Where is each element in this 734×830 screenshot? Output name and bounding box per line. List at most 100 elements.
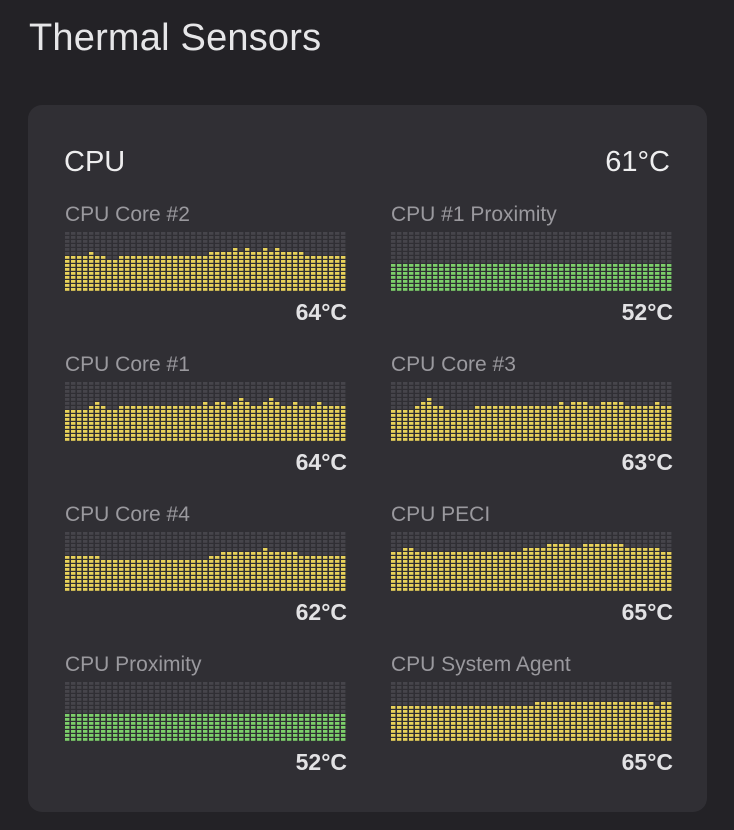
graph-cell-filled: [667, 568, 672, 571]
graph-cell-empty: [251, 540, 256, 543]
graph-cell-empty: [77, 544, 82, 547]
graph-cell-filled: [167, 276, 172, 279]
graph-cell-empty: [137, 682, 142, 685]
graph-cell-filled: [559, 580, 564, 583]
graph-cell-filled: [143, 284, 148, 287]
graph-cell-filled: [335, 288, 340, 291]
graph-cell-filled: [655, 280, 660, 283]
graph-column: [269, 532, 274, 591]
graph-cell-empty: [317, 240, 322, 243]
graph-cell-empty: [89, 710, 94, 713]
graph-column: [547, 532, 552, 591]
graph-cell-filled: [305, 560, 310, 563]
graph-cell-empty: [281, 544, 286, 547]
graph-cell-filled: [113, 580, 118, 583]
graph-cell-filled: [595, 584, 600, 587]
graph-cell-filled: [119, 430, 124, 433]
graph-cell-empty: [415, 386, 420, 389]
graph-cell-filled: [553, 430, 558, 433]
graph-cell-filled: [511, 572, 516, 575]
graph-cell-empty: [463, 382, 468, 385]
graph-cell-empty: [203, 240, 208, 243]
graph-cell-empty: [173, 398, 178, 401]
graph-cell-filled: [655, 426, 660, 429]
graph-cell-filled: [191, 288, 196, 291]
graph-cell-empty: [143, 232, 148, 235]
graph-cell-empty: [433, 402, 438, 405]
graph-cell-filled: [113, 718, 118, 721]
graph-cell-empty: [161, 698, 166, 701]
graph-cell-filled: [427, 410, 432, 413]
graph-cell-filled: [553, 284, 558, 287]
graph-cell-empty: [101, 694, 106, 697]
graph-cell-empty: [89, 698, 94, 701]
graph-cell-filled: [125, 410, 130, 413]
sensor-name: CPU Core #3: [391, 353, 516, 376]
graph-cell-empty: [649, 236, 654, 239]
graph-cell-filled: [263, 276, 268, 279]
graph-column: [415, 232, 420, 291]
graph-cell-empty: [179, 548, 184, 551]
graph-cell-filled: [553, 272, 558, 275]
graph-cell-filled: [625, 276, 630, 279]
graph-cell-filled: [101, 276, 106, 279]
graph-cell-filled: [233, 564, 238, 567]
graph-cell-empty: [577, 386, 582, 389]
graph-cell-filled: [547, 560, 552, 563]
graph-cell-filled: [511, 584, 516, 587]
graph-cell-empty: [221, 532, 226, 535]
graph-cell-empty: [391, 394, 396, 397]
graph-cell-empty: [173, 532, 178, 535]
graph-cell-empty: [535, 232, 540, 235]
graph-cell-filled: [661, 418, 666, 421]
graph-cell-empty: [341, 532, 346, 535]
graph-cell-filled: [335, 564, 340, 567]
graph-cell-empty: [185, 702, 190, 705]
graph-cell-filled: [589, 426, 594, 429]
graph-cell-filled: [631, 580, 636, 583]
graph-cell-empty: [245, 236, 250, 239]
graph-cell-filled: [341, 568, 346, 571]
graph-cell-filled: [317, 572, 322, 575]
graph-column: [601, 382, 606, 441]
graph-cell-filled: [263, 402, 268, 405]
graph-cell-filled: [517, 584, 522, 587]
graph-cell-filled: [263, 284, 268, 287]
graph-cell-empty: [415, 248, 420, 251]
graph-cell-empty: [391, 248, 396, 251]
graph-cell-empty: [631, 536, 636, 539]
graph-cell-filled: [427, 584, 432, 587]
graph-cell-filled: [185, 280, 190, 283]
graph-cell-empty: [317, 386, 322, 389]
graph-cell-filled: [397, 576, 402, 579]
graph-cell-filled: [287, 272, 292, 275]
graph-cell-empty: [191, 694, 196, 697]
graph-cell-empty: [391, 240, 396, 243]
graph-cell-empty: [257, 236, 262, 239]
graph-cell-filled: [511, 560, 516, 563]
graph-cell-filled: [245, 434, 250, 437]
graph-cell-filled: [131, 426, 136, 429]
graph-cell-filled: [391, 288, 396, 291]
graph-cell-empty: [113, 702, 118, 705]
graph-cell-empty: [625, 390, 630, 393]
graph-cell-filled: [221, 276, 226, 279]
graph-cell-filled: [415, 284, 420, 287]
graph-cell-filled: [505, 264, 510, 267]
graph-cell-filled: [571, 552, 576, 555]
graph-cell-filled: [179, 418, 184, 421]
graph-cell-empty: [637, 256, 642, 259]
graph-cell-filled: [305, 426, 310, 429]
graph-cell-empty: [311, 232, 316, 235]
graph-column: [493, 532, 498, 591]
graph-cell-filled: [511, 272, 516, 275]
graph-column: [305, 532, 310, 591]
graph-cell-empty: [77, 536, 82, 539]
graph-cell-empty: [71, 232, 76, 235]
graph-cell-empty: [269, 536, 274, 539]
graph-cell-filled: [89, 568, 94, 571]
graph-cell-filled: [553, 422, 558, 425]
graph-cell-filled: [457, 268, 462, 271]
graph-cell-empty: [71, 544, 76, 547]
graph-cell-filled: [487, 564, 492, 567]
